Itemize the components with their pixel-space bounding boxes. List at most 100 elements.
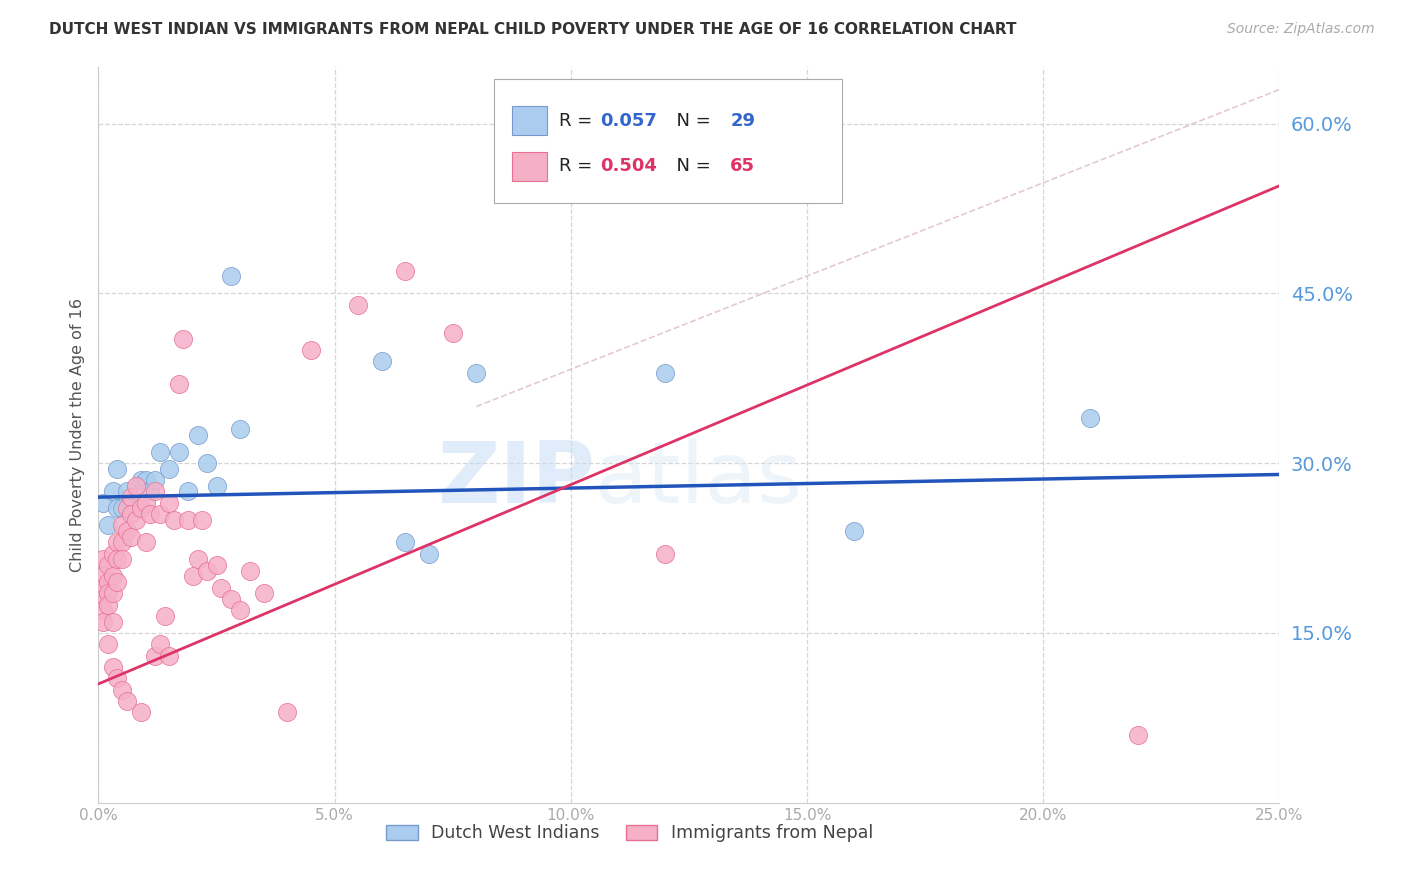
Point: [129, 473, 152, 487]
Text: R =: R =: [560, 157, 598, 175]
Point: [101, 484, 124, 499]
Text: 0.057: 0.057: [600, 112, 657, 129]
Point: [143, 648, 166, 663]
Point: [205, 479, 228, 493]
Point: [143, 484, 166, 499]
Text: ZIP: ZIP: [437, 437, 595, 521]
Text: N =: N =: [665, 112, 717, 129]
Point: [181, 569, 204, 583]
Text: DUTCH WEST INDIAN VS IMMIGRANTS FROM NEPAL CHILD POVERTY UNDER THE AGE OF 16 COR: DUTCH WEST INDIAN VS IMMIGRANTS FROM NEP…: [49, 22, 1017, 37]
Point: [157, 496, 180, 510]
Point: [97, 586, 120, 600]
Point: [135, 473, 157, 487]
FancyBboxPatch shape: [494, 79, 842, 203]
Point: [91, 581, 114, 595]
Text: N =: N =: [665, 157, 717, 175]
Point: [129, 501, 152, 516]
Point: [844, 524, 866, 538]
Point: [253, 586, 276, 600]
Point: [465, 366, 488, 380]
Point: [111, 552, 134, 566]
Point: [167, 376, 190, 391]
Point: [276, 705, 298, 719]
Point: [105, 535, 128, 549]
Point: [91, 552, 114, 566]
Point: [371, 354, 394, 368]
Text: atlas: atlas: [595, 437, 803, 521]
Point: [157, 648, 180, 663]
Point: [139, 507, 162, 521]
Point: [239, 564, 262, 578]
Point: [97, 558, 120, 572]
Point: [149, 507, 172, 521]
Point: [205, 558, 228, 572]
Point: [97, 598, 120, 612]
Point: [1126, 728, 1149, 742]
Point: [105, 552, 128, 566]
Point: [135, 496, 157, 510]
Point: [177, 513, 200, 527]
Point: [105, 575, 128, 590]
Y-axis label: Child Poverty Under the Age of 16: Child Poverty Under the Age of 16: [69, 298, 84, 572]
Point: [115, 694, 138, 708]
Point: [149, 637, 172, 651]
Point: [157, 462, 180, 476]
Point: [121, 496, 143, 510]
Text: 0.504: 0.504: [600, 157, 657, 175]
Point: [101, 547, 124, 561]
Point: [101, 586, 124, 600]
Point: [111, 518, 134, 533]
Point: [101, 615, 124, 629]
Point: [97, 518, 120, 533]
FancyBboxPatch shape: [512, 106, 547, 136]
Point: [187, 427, 209, 442]
Point: [97, 575, 120, 590]
Point: [115, 501, 138, 516]
Point: [121, 490, 143, 504]
Point: [125, 501, 148, 516]
FancyBboxPatch shape: [512, 152, 547, 181]
Point: [394, 263, 416, 277]
Point: [91, 603, 114, 617]
Point: [105, 501, 128, 516]
Point: [167, 445, 190, 459]
Point: [135, 535, 157, 549]
Point: [91, 615, 114, 629]
Point: [105, 462, 128, 476]
Point: [195, 564, 218, 578]
Point: [229, 603, 252, 617]
Point: [191, 513, 214, 527]
Point: [209, 581, 232, 595]
Text: 29: 29: [730, 112, 755, 129]
Point: [125, 479, 148, 493]
Point: [172, 332, 194, 346]
Text: 65: 65: [730, 157, 755, 175]
Point: [149, 445, 172, 459]
Point: [187, 552, 209, 566]
Point: [143, 473, 166, 487]
Point: [111, 501, 134, 516]
Point: [153, 609, 176, 624]
Point: [229, 422, 252, 436]
Point: [219, 269, 242, 284]
Legend: Dutch West Indians, Immigrants from Nepal: Dutch West Indians, Immigrants from Nepa…: [380, 817, 880, 849]
Point: [97, 637, 120, 651]
Point: [347, 298, 370, 312]
Point: [163, 513, 186, 527]
Point: [1080, 410, 1102, 425]
Point: [125, 513, 148, 527]
Point: [219, 592, 242, 607]
Point: [441, 326, 464, 340]
Point: [299, 343, 322, 357]
Point: [101, 569, 124, 583]
Point: [111, 535, 134, 549]
Point: [91, 569, 114, 583]
Point: [177, 484, 200, 499]
Point: [195, 456, 218, 470]
Point: [101, 660, 124, 674]
Point: [91, 496, 114, 510]
Point: [121, 507, 143, 521]
Point: [91, 592, 114, 607]
Text: Source: ZipAtlas.com: Source: ZipAtlas.com: [1227, 22, 1375, 37]
Point: [115, 524, 138, 538]
